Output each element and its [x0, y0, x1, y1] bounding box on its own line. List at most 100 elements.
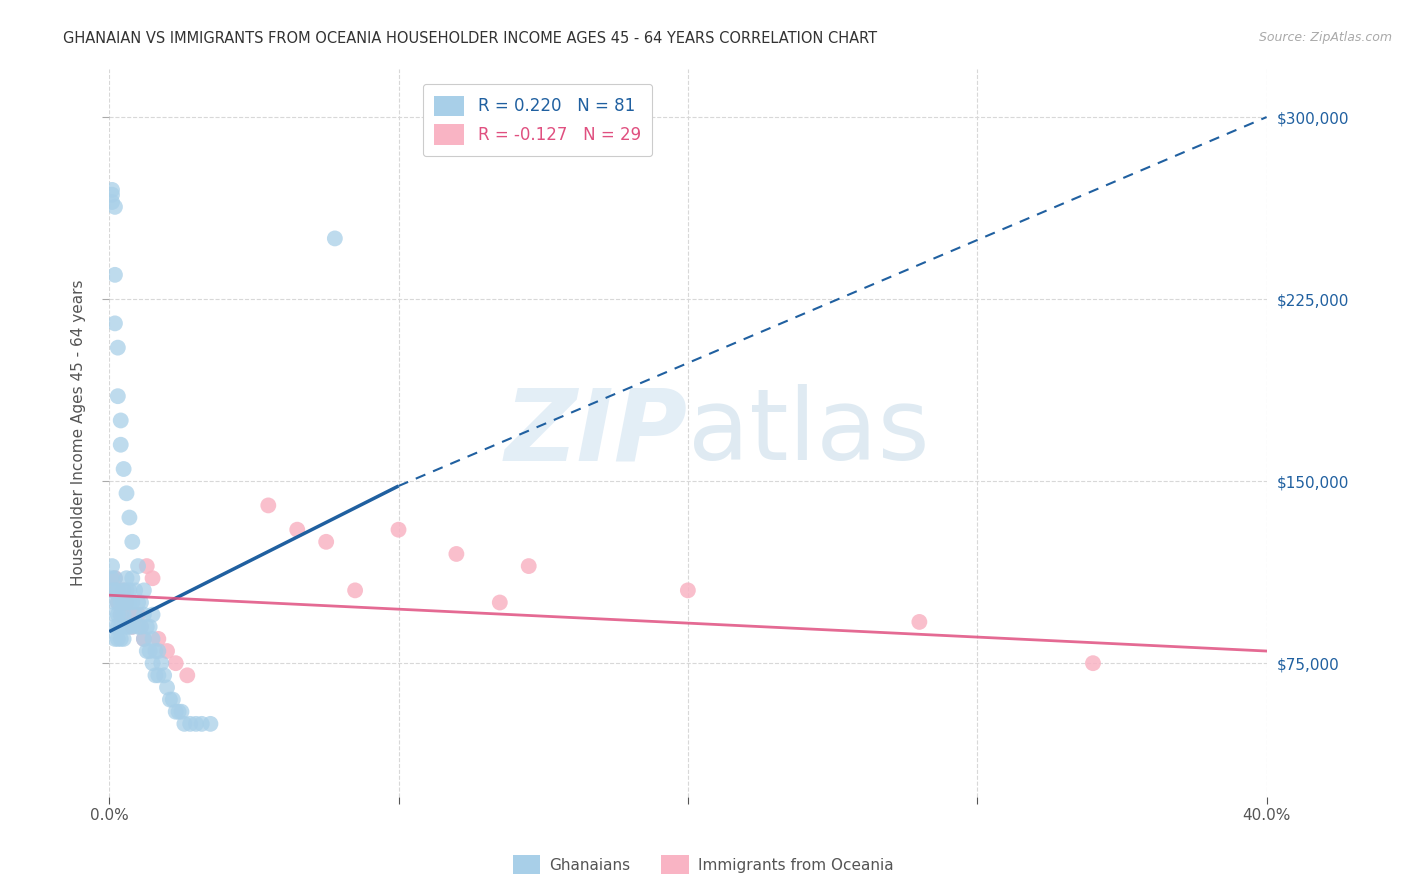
Point	[118, 583, 141, 598]
Point	[104, 268, 127, 282]
Legend: R = 0.220   N = 81, R = -0.127   N = 29: R = 0.220 N = 81, R = -0.127 N = 29	[423, 84, 652, 156]
Point	[135, 559, 157, 574]
Legend: Ghanaians, Immigrants from Oceania: Ghanaians, Immigrants from Oceania	[506, 849, 900, 880]
Point	[184, 717, 207, 731]
Point	[110, 607, 132, 622]
Point	[101, 183, 124, 197]
Point	[908, 615, 931, 629]
Point	[145, 644, 167, 658]
Point	[121, 620, 143, 634]
Point	[138, 644, 160, 658]
Point	[165, 656, 187, 670]
Point	[162, 692, 184, 706]
Point	[127, 559, 149, 574]
Point	[104, 595, 127, 609]
Point	[517, 559, 540, 574]
Point	[135, 620, 157, 634]
Point	[112, 595, 135, 609]
Point	[142, 656, 165, 670]
Point	[135, 644, 157, 658]
Point	[129, 620, 152, 634]
Point	[127, 620, 149, 634]
Point	[115, 620, 138, 634]
Point	[104, 620, 127, 634]
Point	[176, 668, 198, 682]
Point	[121, 534, 143, 549]
Point	[118, 510, 141, 524]
Point	[132, 632, 155, 646]
Point	[112, 607, 135, 622]
Point	[387, 523, 409, 537]
Point	[101, 583, 124, 598]
Point	[159, 692, 181, 706]
Point	[148, 644, 170, 658]
Point	[107, 632, 129, 646]
Point	[148, 668, 170, 682]
Point	[127, 595, 149, 609]
Point	[121, 571, 143, 585]
Point	[170, 705, 193, 719]
Point	[150, 656, 173, 670]
Point	[1081, 656, 1104, 670]
Point	[104, 607, 127, 622]
Point	[101, 559, 124, 574]
Point	[101, 571, 124, 585]
Point	[124, 607, 146, 622]
Point	[200, 717, 222, 731]
Point	[138, 620, 160, 634]
Point	[156, 644, 179, 658]
Point	[112, 583, 135, 598]
Point	[104, 583, 127, 598]
Point	[127, 607, 149, 622]
Point	[142, 632, 165, 646]
Point	[446, 547, 468, 561]
Text: Source: ZipAtlas.com: Source: ZipAtlas.com	[1258, 31, 1392, 45]
Point	[107, 620, 129, 634]
Point	[112, 632, 135, 646]
Point	[257, 499, 280, 513]
Point	[104, 571, 127, 585]
Point	[104, 317, 127, 331]
Point	[121, 620, 143, 634]
Point	[107, 595, 129, 609]
Point	[676, 583, 699, 598]
Point	[145, 668, 167, 682]
Point	[107, 389, 129, 403]
Point	[101, 194, 124, 209]
Point	[190, 717, 212, 731]
Point	[285, 523, 308, 537]
Point	[115, 595, 138, 609]
Point	[107, 595, 129, 609]
Point	[142, 607, 165, 622]
Point	[104, 571, 127, 585]
Point	[101, 583, 124, 598]
Point	[104, 200, 127, 214]
Point	[142, 571, 165, 585]
Point	[107, 607, 129, 622]
Point	[112, 583, 135, 598]
Point	[107, 583, 129, 598]
Point	[167, 705, 190, 719]
Point	[153, 668, 176, 682]
Point	[104, 632, 127, 646]
Text: ZIP: ZIP	[505, 384, 688, 481]
Point	[315, 534, 337, 549]
Point	[344, 583, 367, 598]
Point	[132, 632, 155, 646]
Point	[107, 341, 129, 355]
Point	[179, 717, 201, 731]
Point	[115, 571, 138, 585]
Point	[132, 607, 155, 622]
Point	[110, 607, 132, 622]
Point	[156, 681, 179, 695]
Point	[124, 583, 146, 598]
Point	[110, 438, 132, 452]
Point	[488, 595, 510, 609]
Point	[115, 583, 138, 598]
Text: GHANAIAN VS IMMIGRANTS FROM OCEANIA HOUSEHOLDER INCOME AGES 45 - 64 YEARS CORREL: GHANAIAN VS IMMIGRANTS FROM OCEANIA HOUS…	[63, 31, 877, 46]
Point	[115, 486, 138, 500]
Point	[115, 595, 138, 609]
Point	[110, 620, 132, 634]
Point	[129, 620, 152, 634]
Point	[110, 632, 132, 646]
